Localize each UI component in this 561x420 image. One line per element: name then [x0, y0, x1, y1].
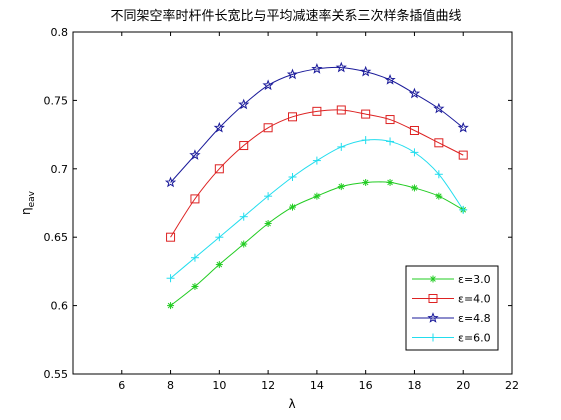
x-tick-label: 8	[167, 379, 174, 392]
data-point	[410, 148, 419, 157]
axis-ticks: 6 8 10 12 14 16 18 20 22 0.55 0.6 0.65 0.7 0.75 0.8	[44, 26, 520, 392]
y-axis-label-main: η	[19, 207, 33, 215]
legend-label: ε=4.8	[458, 312, 491, 325]
data-point	[239, 212, 248, 221]
data-point	[239, 141, 249, 151]
data-point	[240, 240, 248, 248]
data-point	[386, 137, 395, 146]
data-point	[435, 192, 443, 200]
data-point	[190, 253, 199, 262]
data-point	[264, 220, 272, 228]
data-point	[215, 261, 223, 269]
legend-marker	[429, 275, 437, 283]
x-tick-label: 16	[359, 379, 373, 392]
x-axis-label: λ	[288, 397, 295, 411]
legend-label: ε=6.0	[458, 332, 491, 345]
data-point	[410, 184, 418, 192]
data-point	[337, 142, 346, 151]
data-point	[263, 123, 273, 133]
data-point	[286, 68, 299, 80]
x-tick-label: 22	[505, 379, 519, 392]
data-point	[433, 102, 445, 114]
data-point	[434, 170, 443, 179]
data-point	[264, 192, 273, 201]
chart-title: 不同架空率时杆件长宽比与平均减速率关系三次样条插值曲线	[110, 8, 461, 24]
data-point	[288, 173, 297, 182]
data-point	[167, 302, 175, 310]
data-point	[215, 233, 224, 242]
series-line-1	[170, 109, 464, 238]
data-point	[335, 61, 347, 73]
x-tick-label: 18	[407, 379, 421, 392]
series-markers	[164, 61, 469, 310]
data-point	[409, 125, 419, 135]
data-point	[384, 73, 396, 85]
data-point	[190, 194, 200, 204]
data-point	[289, 203, 296, 211]
legend-marker	[427, 312, 439, 323]
data-point	[336, 105, 346, 115]
legend-label: ε=4.0	[458, 293, 491, 306]
y-tick-label: 0.75	[44, 94, 69, 107]
y-tick-label: 0.7	[51, 163, 69, 176]
x-tick-label: 10	[212, 379, 226, 392]
data-point	[459, 205, 468, 214]
y-axis-label-subscript: eav	[27, 190, 37, 207]
series-line-2	[170, 66, 464, 183]
legend-label: ε=3.0	[458, 273, 491, 286]
legend: ε=3.0 ε=4.0 ε=4.8 ε=6.0	[405, 265, 499, 351]
data-point	[311, 63, 323, 74]
data-point	[386, 178, 394, 186]
data-point	[189, 149, 201, 160]
data-point	[408, 87, 421, 99]
data-point	[362, 178, 370, 186]
data-point	[288, 112, 297, 122]
data-point	[213, 121, 225, 133]
legend-marker	[429, 333, 437, 342]
data-point	[361, 136, 370, 145]
data-point	[191, 282, 199, 290]
svg-text:ηeav: ηeav	[19, 190, 37, 215]
legend-marker	[428, 294, 438, 303]
x-tick-label: 6	[118, 379, 125, 392]
data-point	[458, 150, 468, 160]
legend-box	[405, 265, 499, 351]
data-point	[360, 65, 372, 77]
data-point	[313, 192, 321, 200]
data-point	[361, 109, 371, 119]
data-point	[166, 274, 175, 283]
data-point	[457, 121, 469, 133]
x-tick-label: 12	[261, 379, 275, 392]
data-point	[166, 232, 176, 242]
data-point	[312, 106, 322, 116]
data-point	[214, 164, 224, 174]
data-point	[385, 115, 395, 125]
data-point	[262, 79, 274, 91]
y-tick-label: 0.65	[44, 231, 69, 244]
y-tick-label: 0.8	[51, 26, 69, 39]
y-tick-label: 0.6	[51, 300, 69, 313]
data-point	[337, 183, 345, 191]
y-tick-label: 0.55	[44, 368, 69, 381]
data-point	[434, 138, 444, 148]
data-point	[164, 176, 177, 188]
x-tick-label: 14	[310, 379, 324, 392]
y-axis-label: ηeav	[19, 190, 37, 215]
data-point	[238, 98, 250, 110]
data-point	[312, 156, 321, 165]
x-tick-label: 20	[456, 379, 470, 392]
